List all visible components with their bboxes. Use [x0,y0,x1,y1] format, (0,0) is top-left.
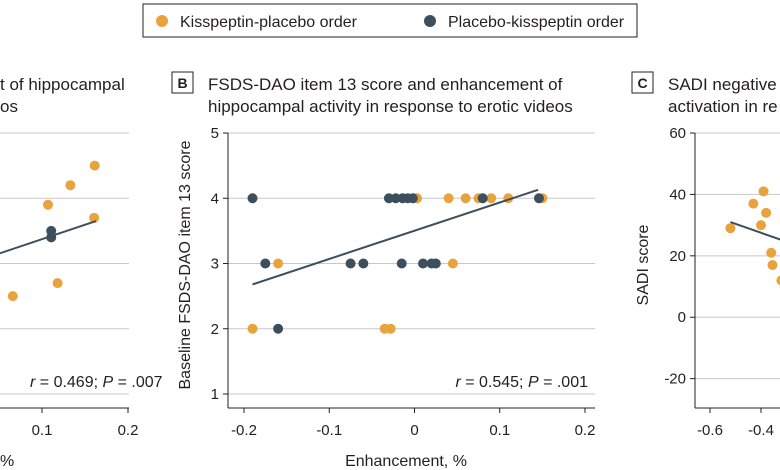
panel-a-x-tick-label: 0.1 [32,422,53,439]
panel-c-title-line-1: SADI negative [668,75,777,94]
legend-placebo-kisspeptin-label: Placebo-kisspeptin order [448,14,625,31]
panel-b-data-point [396,258,407,269]
panel-a-data-point [52,278,63,289]
panel-a-x-tick-label: 0.2 [118,422,139,439]
panel-a-stat-p: P [103,374,114,391]
panel-a-stat-r: r [30,374,36,391]
panel-b-stat-r: r [455,374,461,391]
panel-b-y-tick-label: 3 [211,256,219,273]
panel-b-y-tick-label: 2 [211,321,219,338]
panel-c-data-point [725,223,736,234]
panel-b-data-point [477,193,488,204]
panel-b-stat-p-value: = .001 [539,374,588,391]
panel-b-x-tick-label: -0.2 [231,422,257,439]
panel-b-y-tick-label: 1 [211,386,219,403]
panel-b-y-axis-label: Baseline FSDS-DAO item 13 score [177,140,194,389]
panel-b-data-point [273,258,284,269]
panel-c-y-tick-label: 0 [678,309,686,326]
panel-c: C SADI negative activation in re -0.6 -0.… [631,71,780,439]
panel-b-data-point [358,258,369,269]
panel-c-y-axis-label: SADI score [635,224,652,305]
panel-c-letter-box [631,71,654,94]
panel-a-data-point [65,180,76,191]
panel-b-data-point [247,323,258,334]
panel-b-data-point [460,193,471,204]
panel-c-points [725,186,780,286]
panel-c-letter: C [637,75,647,91]
panel-b-y-tick-label: 4 [211,190,219,207]
panel-a-stat-r-value: = 0.469; [35,374,102,391]
legend-frame [142,3,638,38]
panel-b-x-tick-label: -0.1 [316,422,342,439]
panel-b: B FSDS-DAO item 13 score and enhancement… [171,71,595,470]
panel-c-fit-line [730,221,780,241]
panel-b-letter: B [177,75,187,91]
panel-a-x-axis-label: % [0,453,14,470]
panel-b-stat-r-value: = 0.545; [461,374,528,391]
panel-b-data-point [273,323,284,334]
panel-c-data-point [748,198,759,209]
panel-b-fit-line [252,188,539,286]
panel-c-y-tick-label: -20 [664,371,686,388]
panel-a-stat-p-value: = .007 [113,374,162,391]
panel-a-title-line-2: os [0,97,18,116]
panel-b-x-tick-label: 0.1 [489,422,510,439]
panel-b-data-point [430,258,441,269]
panel-b-stat: r = 0.545; P = .001 [455,374,588,391]
panel-b-data-point [533,193,544,204]
panel-b-x-ticks: -0.2 -0.1 0 0.1 0.2 [231,408,595,439]
panel-c-data-point [761,207,772,218]
panel-c-y-tick-label: 60 [669,125,686,142]
panel-b-x-axis-label: Enhancement, % [345,453,467,470]
panel-b-data-point [260,258,271,269]
panel-c-x-ticks: -0.6 -0.4 [697,408,774,439]
panel-b-title-line-1: FSDS-DAO item 13 score and enhancement o… [208,75,563,94]
panel-b-data-point [443,193,454,204]
panel-b-data-point [247,193,258,204]
legend-kisspeptin-placebo-label: Kisspeptin-placebo order [180,14,358,31]
panel-b-data-point [418,258,429,269]
panel-c-x-tick-label: -0.4 [748,422,774,439]
panel-b-data-point [385,323,396,334]
panel-b-x-tick-label: 0.2 [575,422,596,439]
panel-b-x-tick-label: 0 [410,422,418,439]
panel-c-data-point [776,275,780,286]
panel-a: t of hippocampal os 0.1 0.2 % r = 0.469;… [0,75,163,470]
panel-a-points [7,160,100,302]
panel-a-data-point [89,212,100,223]
panel-b-data-point [486,193,497,204]
panel-c-data-point [767,260,778,271]
panel-c-y-tick-label: 20 [669,248,686,265]
panel-c-data-point [756,220,766,231]
legend-kisspeptin-placebo-marker [156,15,168,27]
panel-c-x-tick-label: -0.6 [697,422,723,439]
panel-c-y-ticks: -20 0 20 40 60 [664,125,696,408]
panel-b-y-ticks: 1 2 3 4 5 [211,125,229,408]
panel-a-data-point [89,160,100,171]
panel-a-gridlines [0,132,129,395]
panel-b-y-tick-label: 5 [211,125,219,142]
panel-a-stat: r = 0.469; P = .007 [30,374,163,391]
panel-a-data-point [43,199,53,210]
panel-c-data-point [758,186,769,197]
panel-a-x-ticks: 0.1 0.2 [32,408,139,439]
panel-c-gridlines [695,132,780,380]
panel-a-fit-line [0,220,97,255]
panel-b-letter-box [171,71,194,94]
panel-b-points [247,193,548,334]
panel-b-data-point [345,258,356,269]
panel-b-data-point [407,193,418,204]
legend-placebo-kisspeptin-marker [424,15,436,27]
legend: Kisspeptin-placebo order Placebo-kisspep… [142,3,638,38]
panel-b-data-point [447,258,458,269]
panel-c-title-line-2: activation in re [668,97,778,116]
panel-a-data-point [7,291,18,302]
panel-a-title-line-1: t of hippocampal [0,75,125,94]
panel-b-stat-p: P [528,374,539,391]
panel-b-title-line-2: hippocampal activity in response to erot… [208,97,573,116]
panel-c-data-point [766,247,777,258]
panel-c-y-tick-label: 40 [669,186,686,203]
